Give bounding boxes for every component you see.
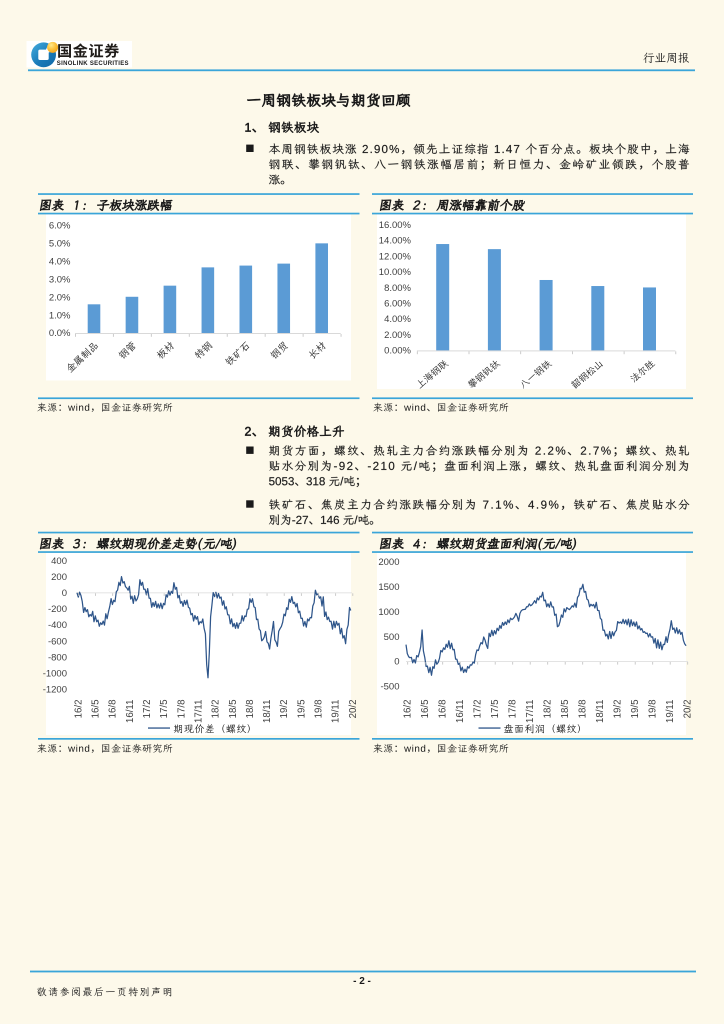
- svg-text:1.0%: 1.0%: [49, 310, 71, 321]
- svg-text:18/2: 18/2: [543, 700, 554, 719]
- svg-text:19/5: 19/5: [630, 700, 641, 719]
- svg-text:-400: -400: [48, 620, 67, 631]
- svg-text:-600: -600: [48, 636, 67, 647]
- svg-text:17/5: 17/5: [490, 700, 501, 719]
- svg-text:17/2: 17/2: [142, 700, 153, 719]
- svg-text:400: 400: [51, 556, 67, 567]
- svg-text:SINOLINK SECURITIES: SINOLINK SECURITIES: [57, 61, 129, 67]
- svg-text:17/11: 17/11: [193, 700, 204, 724]
- svg-text:18/8: 18/8: [245, 700, 256, 719]
- svg-text:14.00%: 14.00%: [379, 236, 412, 247]
- svg-text:18/5: 18/5: [560, 700, 571, 719]
- svg-text:19/5: 19/5: [296, 700, 307, 719]
- svg-text:18/5: 18/5: [228, 700, 239, 719]
- svg-text:- 2 -: - 2 -: [353, 976, 371, 987]
- svg-text:8.00%: 8.00%: [384, 283, 411, 294]
- svg-text:16.00%: 16.00%: [379, 220, 412, 231]
- svg-text:-200: -200: [48, 604, 67, 615]
- svg-text:16/5: 16/5: [91, 700, 102, 719]
- svg-text:2000: 2000: [378, 557, 399, 568]
- svg-text:4.0%: 4.0%: [49, 256, 71, 267]
- svg-text:16/11: 16/11: [125, 700, 136, 724]
- svg-text:4.00%: 4.00%: [384, 314, 411, 325]
- svg-text:-1000: -1000: [43, 669, 67, 680]
- svg-text:16/2: 16/2: [73, 700, 84, 719]
- svg-text:2.00%: 2.00%: [384, 330, 411, 341]
- svg-text:17/8: 17/8: [176, 700, 187, 719]
- svg-text:18/11: 18/11: [595, 700, 606, 724]
- svg-text:0.00%: 0.00%: [384, 346, 411, 357]
- svg-text:12.00%: 12.00%: [379, 251, 412, 262]
- svg-text:6.0%: 6.0%: [49, 221, 71, 232]
- svg-text:-1200: -1200: [43, 685, 67, 696]
- svg-text:19/2: 19/2: [613, 700, 624, 719]
- svg-text:0: 0: [394, 657, 399, 668]
- svg-text:500: 500: [384, 632, 400, 643]
- svg-text:16/8: 16/8: [108, 700, 119, 719]
- svg-text:-500: -500: [380, 682, 399, 693]
- svg-text:0: 0: [62, 588, 67, 599]
- svg-text:18/11: 18/11: [262, 700, 273, 724]
- svg-text:19/11: 19/11: [331, 700, 342, 724]
- svg-text:18/2: 18/2: [211, 700, 222, 719]
- svg-text:19/2: 19/2: [279, 700, 290, 719]
- svg-text:20/2: 20/2: [683, 700, 694, 719]
- svg-text:-800: -800: [48, 652, 67, 663]
- svg-text:16/2: 16/2: [403, 700, 414, 719]
- svg-text:3.0%: 3.0%: [49, 274, 71, 285]
- svg-text:16/8: 16/8: [438, 700, 449, 719]
- svg-text:200: 200: [51, 572, 67, 583]
- svg-text:0.0%: 0.0%: [49, 328, 71, 339]
- svg-text:19/8: 19/8: [648, 700, 659, 719]
- svg-text:17/2: 17/2: [473, 700, 484, 719]
- svg-text:17/5: 17/5: [159, 700, 170, 719]
- svg-text:16/5: 16/5: [420, 700, 431, 719]
- svg-text:19/11: 19/11: [665, 700, 676, 724]
- svg-text:1000: 1000: [378, 607, 399, 618]
- svg-text:5.0%: 5.0%: [49, 239, 71, 250]
- svg-text:2.0%: 2.0%: [49, 292, 71, 303]
- svg-text:19/8: 19/8: [314, 700, 325, 719]
- svg-text:17/11: 17/11: [525, 700, 536, 724]
- svg-text:16/11: 16/11: [455, 700, 466, 724]
- svg-text:17/8: 17/8: [508, 700, 519, 719]
- svg-text:1500: 1500: [378, 582, 399, 593]
- svg-text:6.00%: 6.00%: [384, 299, 411, 310]
- svg-text:18/8: 18/8: [578, 700, 589, 719]
- svg-text:10.00%: 10.00%: [379, 267, 412, 278]
- svg-text:20/2: 20/2: [348, 700, 359, 719]
